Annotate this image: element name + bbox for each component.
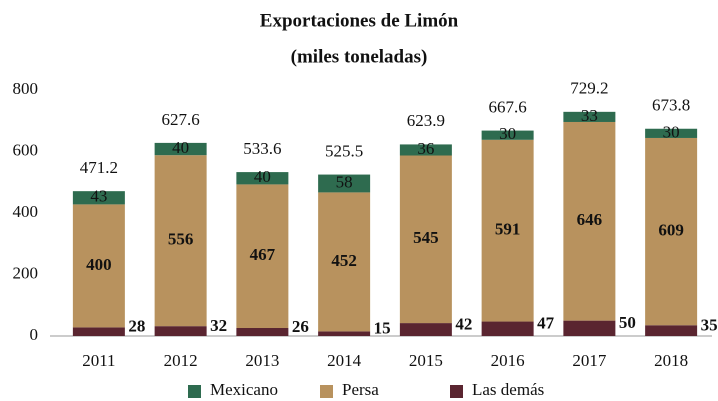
bar-segment [563,121,616,321]
data-label: 58 [336,172,353,191]
x-tick-label: 2011 [82,351,115,370]
total-label: 627.6 [162,110,200,129]
bar-segment [154,326,207,336]
bar-segment [72,327,125,336]
chart-title: Exportaciones de Limón [260,10,459,31]
data-label: 545 [413,228,439,247]
data-label: 30 [499,124,516,143]
y-tick-label: 400 [13,202,39,221]
y-tick-label: 800 [13,79,39,98]
legend-swatch [450,385,463,398]
data-label: 609 [658,221,684,240]
bar-segment [645,128,698,138]
data-label: 591 [495,220,521,239]
total-label: 471.2 [80,158,118,177]
y-tick-label: 600 [13,140,39,159]
bar-segment [236,328,289,336]
x-tick-label: 2013 [245,351,279,370]
y-tick-label: 200 [13,263,39,282]
data-label: 467 [250,245,276,264]
bar-segment [399,323,452,336]
data-label: 452 [331,251,357,270]
data-label: 646 [577,210,603,229]
data-label: 35 [701,316,718,335]
bar-segment [236,172,289,185]
bar-segment [236,184,289,329]
bar-segment [318,174,371,193]
legend-label: Las demás [472,380,544,399]
total-label: 533.6 [243,139,281,158]
legend-label: Mexicano [210,380,278,399]
bar-segment [481,321,534,336]
bar-segment [645,325,698,336]
x-tick-label: 2012 [164,351,198,370]
x-tick-label: 2017 [572,351,607,370]
total-label: 667.6 [489,98,527,117]
legend-label: Persa [342,380,379,399]
bar-segment [72,191,125,205]
data-label: 33 [581,106,598,125]
total-label: 673.8 [652,96,690,115]
data-label: 28 [128,317,145,336]
total-label: 729.2 [570,79,608,98]
data-label: 42 [455,314,472,333]
data-label: 36 [417,139,434,158]
chart-subtitle: (miles toneladas) [291,46,428,67]
bar-segment [318,192,371,332]
bar-segment [399,144,452,156]
bar-segment [563,320,616,336]
bar-segment [481,130,534,140]
legend-swatch [320,385,333,398]
data-label: 26 [292,317,309,336]
bar-segment [645,137,698,326]
x-tick-label: 2016 [491,351,525,370]
total-label: 623.9 [407,111,445,130]
data-label: 50 [619,313,636,332]
data-label: 556 [168,230,194,249]
x-tick-label: 2018 [654,351,688,370]
bar-segment [563,111,616,122]
data-label: 32 [210,316,227,335]
data-label: 30 [663,122,680,141]
bar-segment [318,331,371,336]
x-tick-label: 2015 [409,351,443,370]
bar-segment [399,155,452,324]
legend-swatch [188,385,201,398]
data-label: 15 [374,319,391,338]
data-label: 40 [172,138,189,157]
x-tick-label: 2014 [327,351,362,370]
bar-segment [72,204,125,328]
total-label: 525.5 [325,141,363,160]
bar-segment [481,139,534,322]
y-tick-label: 0 [30,325,39,344]
bar-segment [154,155,207,327]
data-label: 43 [90,187,107,206]
data-label: 47 [537,314,555,333]
data-label: 40 [254,167,271,186]
bar-segment [154,142,207,156]
data-label: 400 [86,255,112,274]
